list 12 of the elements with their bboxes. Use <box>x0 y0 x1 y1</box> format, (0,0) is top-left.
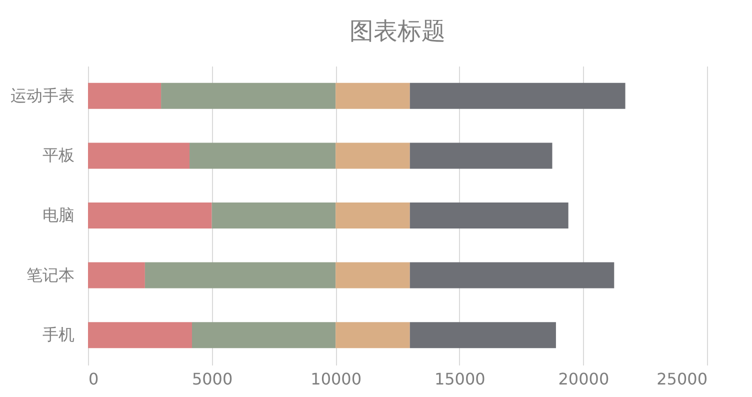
chart-title: 图表标题 <box>350 17 446 45</box>
y-tick-label: 手机 <box>42 325 74 344</box>
y-tick-label: 电脑 <box>42 206 74 224</box>
y-tick-label: 笔记本 <box>26 265 74 284</box>
y-tick-label: 平板 <box>42 146 74 165</box>
x-tick-label: 5000 <box>192 370 233 388</box>
x-tick-label: 0 <box>88 370 99 388</box>
x-tick-label: 10000 <box>310 370 362 388</box>
x-tick-label: 25000 <box>656 370 708 388</box>
x-tick-label: 20000 <box>558 370 610 388</box>
x-tick-label: 15000 <box>434 370 486 388</box>
y-tick-label: 运动手表 <box>10 86 74 105</box>
